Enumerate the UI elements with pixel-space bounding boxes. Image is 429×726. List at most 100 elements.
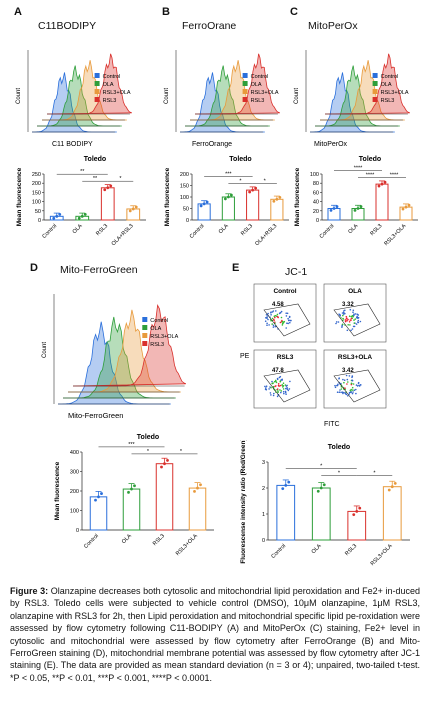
x-tick-label: OLA bbox=[311, 543, 323, 555]
dotplot-event bbox=[281, 322, 284, 325]
x-tick-label: RSL3 bbox=[369, 223, 383, 237]
dotplot-event bbox=[354, 313, 357, 315]
dotplot-event bbox=[279, 312, 281, 314]
bar bbox=[375, 183, 389, 221]
gate-percentage: 4.58 bbox=[272, 302, 284, 308]
dotplot-event bbox=[276, 313, 279, 316]
dotplot-event bbox=[351, 386, 354, 389]
figure-caption: Figure 3: Olanzapine decreases both cyto… bbox=[10, 585, 420, 684]
dotplot-event bbox=[281, 319, 283, 322]
dotplot-event bbox=[344, 312, 346, 315]
dotplot-event bbox=[347, 318, 349, 321]
legend-swatch bbox=[372, 89, 378, 94]
data-point bbox=[390, 485, 394, 489]
dotplot-event bbox=[355, 392, 357, 395]
dotplot-event bbox=[342, 314, 344, 317]
dotplot-label: Control bbox=[273, 288, 296, 295]
dotplot-event bbox=[283, 320, 286, 323]
dotplot-event bbox=[353, 389, 356, 391]
y-tick-label: 100 bbox=[180, 195, 189, 201]
dotplot-event bbox=[336, 384, 338, 387]
dotplot-event bbox=[341, 326, 343, 328]
dotplot-event bbox=[351, 379, 353, 381]
dotplot-event bbox=[277, 391, 279, 394]
x-tick-label: RSL3+OLA bbox=[370, 543, 394, 567]
chart-title: Toledo bbox=[84, 156, 106, 163]
y-tick-label: 400 bbox=[70, 450, 79, 456]
dotplot-event bbox=[280, 390, 283, 392]
y-tick-label: 2 bbox=[262, 486, 265, 492]
y-tick-label: 100 bbox=[32, 200, 41, 206]
data-point bbox=[100, 492, 103, 495]
data-point bbox=[251, 188, 255, 192]
y-tick-label: 40 bbox=[313, 200, 319, 206]
dotplot-event bbox=[339, 389, 341, 391]
y-tick-label: 200 bbox=[180, 172, 189, 178]
dotplot-event bbox=[284, 391, 287, 394]
panel-d-histogram: Count Mito-FerroGreen Control OLA RSL3+OLA… bbox=[42, 294, 186, 420]
dotplot-event bbox=[357, 317, 359, 319]
dotplot-event bbox=[284, 390, 287, 393]
x-tick-label: RSL3 bbox=[240, 223, 254, 237]
dotplot-event bbox=[352, 311, 354, 313]
dotplot-event bbox=[270, 394, 272, 396]
x-tick-label: RSL3 bbox=[344, 543, 358, 557]
dotplot-event bbox=[346, 378, 349, 381]
panel-e-title: JC-1 bbox=[285, 266, 308, 278]
dotplot-event bbox=[345, 393, 348, 396]
legend-label: OLA bbox=[381, 82, 392, 88]
data-point bbox=[199, 204, 203, 208]
legend-swatch bbox=[142, 341, 148, 346]
dotplot-event bbox=[353, 319, 355, 321]
dotplot-event bbox=[352, 389, 354, 391]
dotplot-event bbox=[356, 313, 359, 316]
panel-a-letter: A bbox=[14, 6, 22, 18]
y-tick-label: 300 bbox=[70, 470, 79, 476]
data-point bbox=[335, 205, 339, 208]
legend-label: Control bbox=[150, 318, 168, 324]
y-axis-label: Mean fluorescence bbox=[164, 167, 171, 226]
data-point bbox=[358, 506, 362, 510]
dotplot-event bbox=[346, 320, 348, 322]
dotplot-event bbox=[353, 325, 356, 328]
dotplot-event bbox=[285, 393, 287, 395]
legend-swatch bbox=[94, 89, 100, 94]
dotplot-event bbox=[285, 387, 287, 390]
dotplot-event bbox=[273, 392, 275, 395]
bar bbox=[311, 487, 331, 541]
data-point bbox=[83, 212, 87, 216]
data-point bbox=[226, 195, 230, 199]
x-tick-label: OLA bbox=[218, 223, 230, 235]
legend-swatch bbox=[94, 81, 100, 86]
y-tick-label: 80 bbox=[313, 181, 319, 187]
bar bbox=[126, 208, 141, 221]
panel-c-histogram: Count MitoPerOx Control OLA RSL3+OLA RSL3 bbox=[294, 50, 410, 148]
dotplot-event bbox=[271, 311, 274, 313]
significance-label: **** bbox=[354, 166, 363, 172]
x-tick-label: Control bbox=[41, 223, 58, 240]
legend-label: RSL3 bbox=[150, 342, 164, 348]
data-point bbox=[109, 184, 113, 188]
dotplot-event bbox=[265, 385, 268, 387]
data-point bbox=[193, 489, 196, 493]
dotplot-event bbox=[269, 392, 272, 394]
legend-label: RSL3 bbox=[251, 98, 265, 104]
data-point bbox=[58, 212, 62, 216]
dotplot-event bbox=[280, 316, 283, 319]
dotplot-event bbox=[344, 319, 347, 321]
legend-label: OLA bbox=[150, 326, 161, 332]
dotplot-event bbox=[350, 329, 352, 332]
dotplot-event bbox=[358, 384, 360, 387]
dotplot-frame bbox=[253, 349, 317, 409]
hist-xlabel: MitoPerOx bbox=[314, 141, 348, 148]
dotplot-event bbox=[272, 318, 275, 321]
data-point bbox=[322, 483, 326, 487]
y-tick-label: 0 bbox=[316, 218, 319, 224]
legend-swatch bbox=[142, 325, 148, 330]
dotplot-event bbox=[342, 311, 345, 314]
x-tick-label: OLA+RSL3 bbox=[111, 223, 135, 247]
dotplot-event bbox=[282, 390, 285, 393]
dotplot-event bbox=[272, 382, 274, 384]
dotplot-event bbox=[357, 321, 359, 323]
bar bbox=[188, 487, 207, 531]
